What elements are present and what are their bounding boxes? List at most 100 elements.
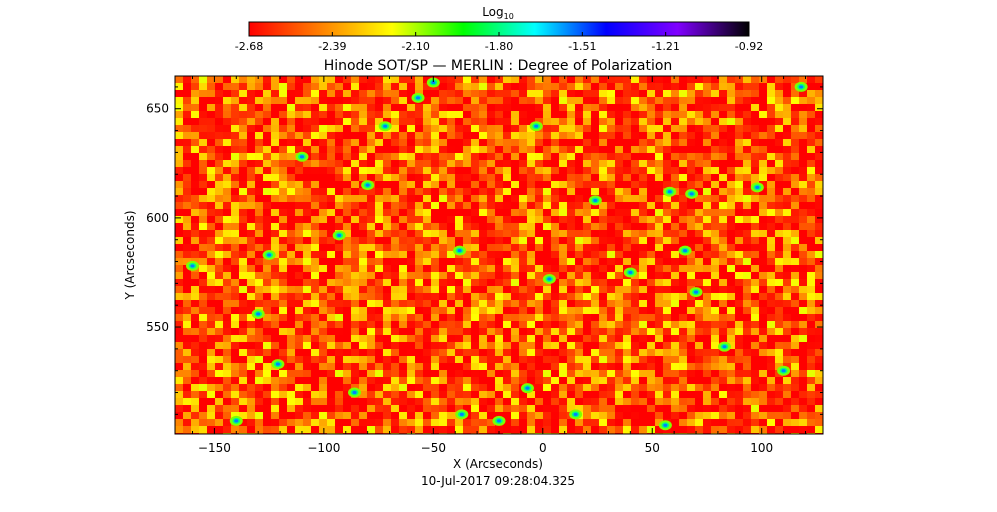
heatmap-cell [367,279,375,286]
heatmap-cell [359,328,367,335]
heatmap-cell [615,90,623,97]
heatmap-cell [463,202,471,209]
heatmap-cell [279,223,287,230]
heatmap-cell [431,314,439,321]
heatmap-cell [671,342,679,349]
heatmap-cell [527,412,535,419]
heatmap-cell [247,335,255,342]
heatmap-cell [791,244,799,251]
heatmap-cell [503,188,511,195]
heatmap-cell [391,342,399,349]
heatmap-cell [671,174,679,181]
heatmap-cell [735,398,743,405]
heatmap-cell [503,230,511,237]
heatmap-cell [471,314,479,321]
heatmap-cell [711,314,719,321]
heatmap-cell [231,160,239,167]
heatmap-cell [327,76,335,83]
heatmap-cell [703,363,711,370]
heatmap-cell [471,405,479,412]
heatmap-cell [399,412,407,419]
heatmap-cell [639,377,647,384]
heatmap-cell [335,195,343,202]
heatmap-cell [743,153,751,160]
heatmap-cell [447,314,455,321]
heatmap-cell [551,237,559,244]
heatmap-cell [751,167,759,174]
heatmap-cell [759,83,767,90]
heatmap-cell [175,230,183,237]
heatmap-cell [279,90,287,97]
heatmap-cell [775,419,783,426]
heatmap-cell [199,363,207,370]
heatmap-cell [239,279,247,286]
heatmap-cell [671,321,679,328]
heatmap-cell [711,342,719,349]
heatmap-cell [767,111,775,118]
heatmap-cell [631,349,639,356]
heatmap-cell [503,146,511,153]
heatmap-cell [711,265,719,272]
heatmap-cell [287,335,295,342]
heatmap-cell [215,181,223,188]
heatmap-cell [783,111,791,118]
heatmap-cell [623,202,631,209]
heatmap-cell [383,97,391,104]
heatmap-cell [175,258,183,265]
heatmap-cell [735,111,743,118]
heatmap-cell [431,118,439,125]
heatmap-cell [791,118,799,125]
heatmap-cell [287,209,295,216]
heatmap-cell [239,286,247,293]
heatmap-cell [527,419,535,426]
heatmap-cell [695,370,703,377]
heatmap-cell [807,398,815,405]
heatmap-cell [391,83,399,90]
heatmap-cell [207,104,215,111]
heatmap-cell [343,237,351,244]
heatmap-cell [303,356,311,363]
heatmap-cell [495,398,503,405]
heatmap-cell [623,223,631,230]
heatmap-cell [663,335,671,342]
heatmap-cell [375,349,383,356]
heatmap-cell [383,335,391,342]
heatmap-cell [407,174,415,181]
heatmap-cell [647,188,655,195]
heatmap-cell [311,111,319,118]
heatmap-cell [367,132,375,139]
heatmap-cell [751,76,759,83]
heatmap-cell [543,188,551,195]
heatmap-cell [775,195,783,202]
heatmap-cell [407,349,415,356]
heatmap-cell [367,321,375,328]
heatmap-cell [791,356,799,363]
heatmap-cell [215,90,223,97]
heatmap-cell [807,419,815,426]
heatmap-cell [519,111,527,118]
heatmap-cell [615,384,623,391]
heatmap-cell [191,384,199,391]
heatmap-cell [463,272,471,279]
heatmap-cell [439,398,447,405]
heatmap-cell [463,300,471,307]
heatmap-cell [671,300,679,307]
heatmap-cell [319,363,327,370]
heatmap-cell [415,237,423,244]
heatmap-cell [183,132,191,139]
heatmap-cell [655,90,663,97]
heatmap-cell [183,356,191,363]
heatmap-cell [191,188,199,195]
heatmap-cell [727,363,735,370]
heatmap-cell [175,153,183,160]
heatmap-cell [527,279,535,286]
heatmap-cell [479,391,487,398]
heatmap-cell [647,202,655,209]
heatmap-cell [263,342,271,349]
heatmap-cell [799,251,807,258]
heatmap-cell [655,412,663,419]
heatmap-cell [263,167,271,174]
heatmap-cell [407,293,415,300]
heatmap-cell [767,356,775,363]
heatmap-cell [247,412,255,419]
